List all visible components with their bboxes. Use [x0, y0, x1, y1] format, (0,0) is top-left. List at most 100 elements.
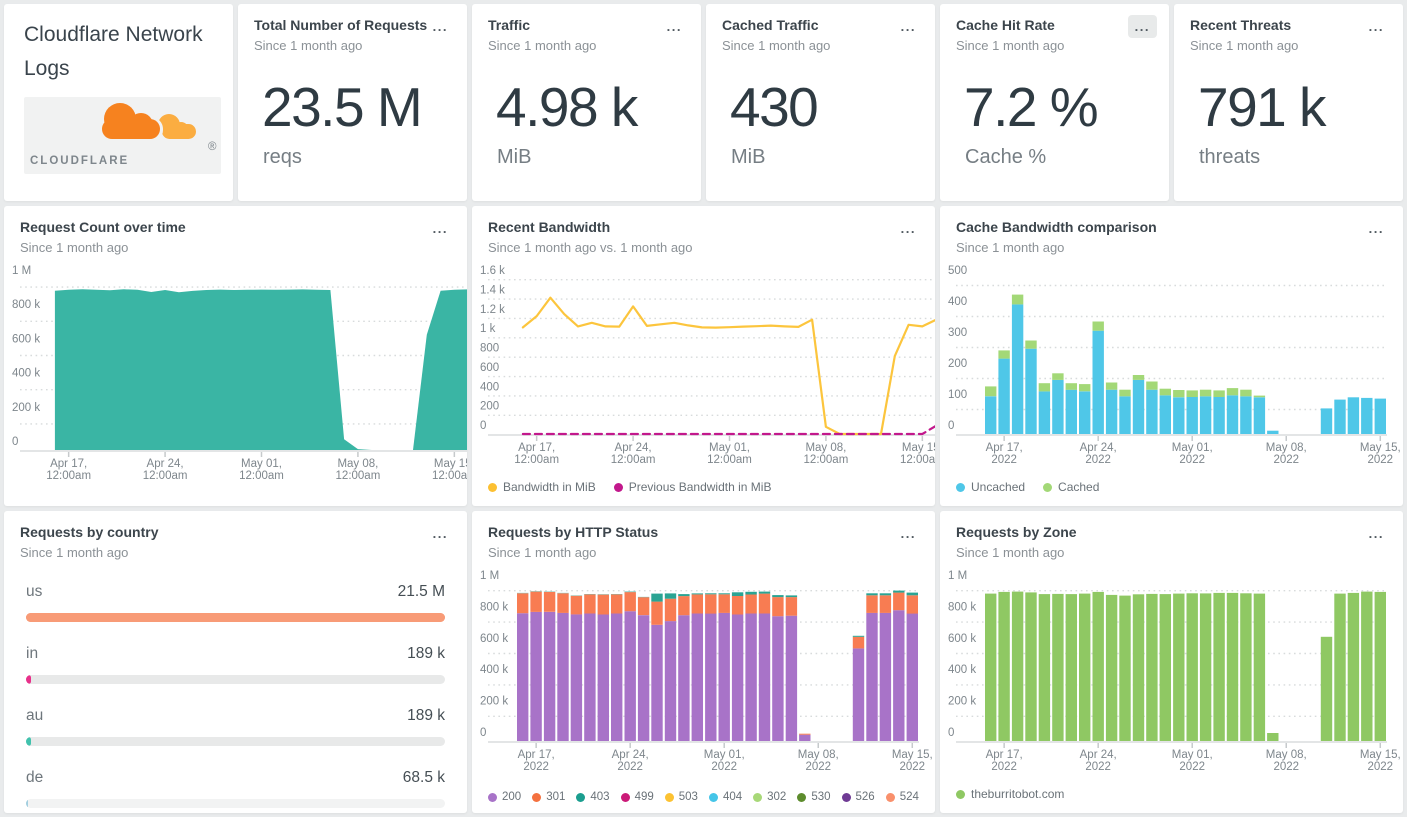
svg-text:0: 0 [948, 727, 954, 739]
svg-text:800 k: 800 k [948, 601, 976, 613]
svg-text:400 k: 400 k [480, 664, 508, 676]
stat-value: 430 [730, 75, 819, 138]
svg-text:800 k: 800 k [480, 601, 508, 613]
svg-text:1 M: 1 M [480, 570, 499, 582]
panel-menu-button[interactable]: ... [1368, 19, 1384, 34]
legend-label: Cached [1058, 480, 1100, 494]
svg-text:May 01,: May 01, [1172, 442, 1213, 454]
svg-text:12:00am: 12:00am [432, 470, 467, 480]
panel-menu-button[interactable]: ... [900, 526, 916, 541]
panel-subtitle: Since 1 month ago [956, 544, 1065, 560]
svg-text:May 08,: May 08, [805, 442, 846, 454]
panel-subtitle: Since 1 month ago [1190, 37, 1299, 53]
country-value: 189 k [407, 644, 445, 662]
panel-subtitle: Since 1 month ago [722, 37, 831, 53]
svg-text:2022: 2022 [1367, 761, 1393, 771]
svg-text:2022: 2022 [1085, 454, 1111, 464]
legend-dot-icon [841, 792, 851, 802]
panel-menu-button[interactable]: ... [1368, 221, 1384, 236]
panel-menu-button[interactable]: ... [666, 19, 682, 34]
country-bar [26, 674, 32, 684]
country-bar-track [26, 798, 445, 808]
country-code: in [26, 644, 39, 662]
legend-dot-icon [488, 792, 497, 802]
legend-item: 404 [708, 791, 742, 803]
svg-text:12:00am: 12:00am [46, 470, 91, 480]
panel-title: Requests by HTTP Status [488, 524, 659, 540]
country-bar-track [26, 674, 445, 684]
panel-menu-button[interactable]: ... [900, 19, 916, 34]
panel-subtitle: Since 1 month ago [254, 37, 363, 53]
chart-legend: Uncached Cached [956, 480, 1099, 494]
svg-text:0: 0 [480, 420, 486, 432]
svg-text:May 08,: May 08, [1266, 749, 1307, 761]
legend-label: 526 [855, 791, 875, 803]
legend-dot-icon [488, 482, 497, 492]
svg-text:0: 0 [12, 436, 18, 448]
legend-dot-icon [664, 792, 674, 802]
svg-text:400 k: 400 k [12, 368, 40, 380]
svg-text:200 k: 200 k [12, 402, 40, 414]
legend-item: 301 [532, 791, 565, 803]
cloudflare-logo-icon: CLOUDFLARE ® [30, 100, 217, 167]
country-bar [26, 798, 29, 808]
panel-menu-button[interactable]: ... [432, 19, 448, 34]
svg-text:12:00am: 12:00am [611, 454, 656, 464]
panel-subtitle: Since 1 month ago [20, 239, 129, 255]
svg-text:2022: 2022 [617, 761, 643, 771]
panel-menu-button[interactable]: ... [1368, 526, 1384, 541]
legend-dot-icon [532, 792, 542, 802]
chart-legend: Bandwidth in MiB Previous Bandwidth in Mi… [488, 480, 771, 494]
legend-dot-icon [956, 482, 965, 492]
panel-requests-by-zone: Requests by Zone Since 1 month ago ... 0… [940, 511, 1403, 813]
country-bar [26, 736, 32, 746]
country-row-us: us 21.5 M [26, 583, 445, 622]
svg-text:Apr 24,: Apr 24, [147, 458, 184, 470]
panel-menu-button[interactable]: ... [900, 221, 916, 236]
svg-text:12:00am: 12:00am [707, 454, 752, 464]
country-bar-track [26, 612, 445, 622]
svg-text:May 01,: May 01, [704, 749, 745, 761]
panel-title: Cache Hit Rate [956, 17, 1055, 33]
legend-item: 530 [797, 791, 831, 803]
panel-cache-bandwidth-comparison: Cache Bandwidth comparison Since 1 month… [940, 206, 1403, 506]
svg-text:®: ® [208, 141, 217, 153]
panel-requests-by-country: Requests by country Since 1 month ago ..… [4, 511, 467, 813]
panel-subtitle: Since 1 month ago [488, 544, 597, 560]
panel-subtitle: Since 1 month ago [20, 544, 129, 560]
panel-title: Cache Bandwidth comparison [956, 219, 1157, 235]
svg-text:600 k: 600 k [948, 633, 976, 645]
panel-subtitle: Since 1 month ago [956, 37, 1065, 53]
panel-recent-bandwidth: Recent Bandwidth Since 1 month ago vs. 1… [472, 206, 935, 506]
svg-text:12:00am: 12:00am [804, 454, 849, 464]
legend-label: Bandwidth in MiB [503, 480, 596, 494]
country-code: au [26, 706, 44, 724]
svg-text:200: 200 [948, 358, 967, 370]
panel-title: Request Count over time [20, 219, 186, 235]
svg-text:600 k: 600 k [480, 633, 508, 645]
svg-text:2022: 2022 [991, 761, 1017, 771]
panel-menu-button[interactable]: ... [432, 526, 448, 541]
legend-label: theburritobot.com [971, 787, 1065, 801]
country-bar-track [26, 736, 445, 746]
panel-menu-button[interactable]: ... [1127, 15, 1157, 38]
country-value: 68.5 k [402, 768, 445, 786]
svg-text:400: 400 [948, 296, 967, 308]
legend-item: 526 [841, 791, 875, 803]
legend-item: 503 [664, 791, 698, 803]
panel-title: Recent Bandwidth [488, 219, 611, 235]
svg-text:200 k: 200 k [948, 696, 976, 708]
svg-text:400 k: 400 k [948, 664, 976, 676]
svg-text:1.2 k: 1.2 k [480, 304, 505, 316]
legend-dot-icon [885, 792, 895, 802]
svg-text:100: 100 [948, 389, 967, 401]
svg-text:Apr 24,: Apr 24, [615, 442, 652, 454]
legend-dot-icon [956, 789, 965, 799]
panel-menu-button[interactable]: ... [432, 221, 448, 236]
svg-text:1.4 k: 1.4 k [480, 284, 505, 296]
panel-cache-hit-rate: Cache Hit Rate Since 1 month ago ... 7.2… [940, 4, 1169, 201]
panel-traffic: Traffic Since 1 month ago ... 4.98 k MiB [472, 4, 701, 201]
